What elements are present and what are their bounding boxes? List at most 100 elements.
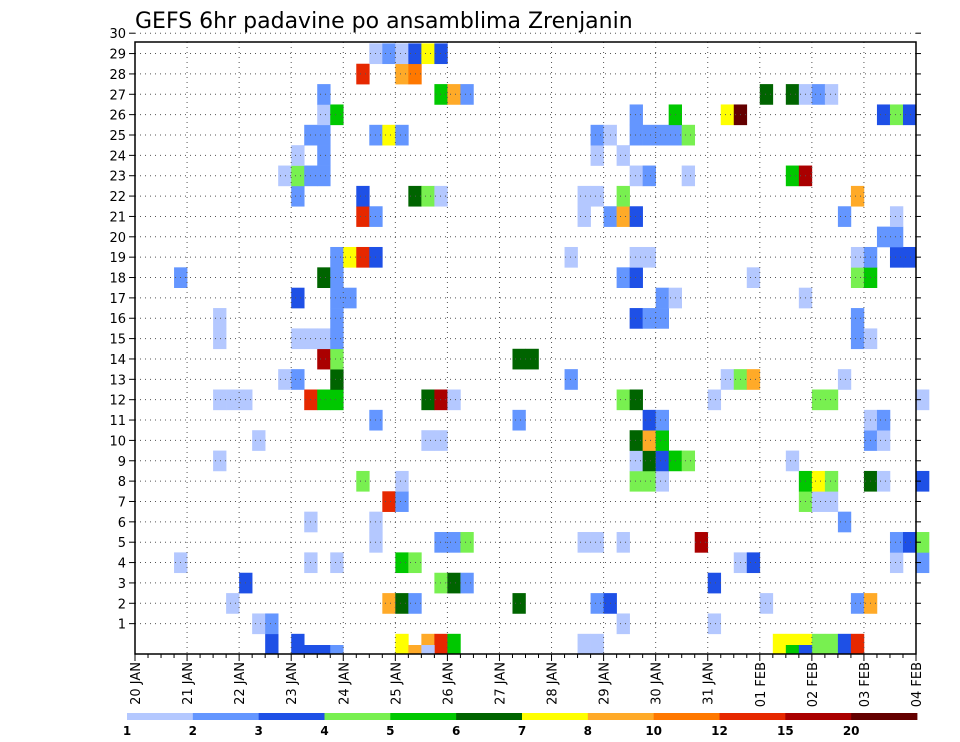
heatmap-cell [291, 165, 305, 187]
heatmap-cell [382, 124, 396, 146]
x-tick-label: 22 JAN [233, 662, 248, 705]
heatmap-cell [382, 491, 396, 512]
heatmap-cells [174, 43, 930, 655]
heatmap-cell [902, 246, 917, 268]
legend-swatch [390, 713, 457, 720]
legend-swatch [719, 713, 786, 720]
heatmap-cell [395, 593, 409, 614]
heatmap-cell [213, 450, 227, 472]
heatmap-cell [317, 124, 331, 146]
heatmap-cell [889, 206, 904, 227]
heatmap-cell [785, 84, 800, 105]
y-tick-label: 3 [118, 577, 126, 592]
heatmap-cell [460, 532, 474, 553]
legend-label: 15 [777, 724, 794, 738]
heatmap-cell [811, 84, 826, 105]
heatmap-cell [916, 389, 930, 411]
heatmap-cell [564, 246, 578, 268]
legend-swatch [192, 713, 260, 720]
heatmap-cell [629, 267, 643, 288]
heatmap-cell [343, 287, 357, 309]
heatmap-cell [317, 389, 331, 411]
heatmap-cell [512, 593, 526, 614]
heatmap-cell [447, 633, 461, 655]
heatmap-cell [655, 409, 669, 431]
y-tick-label: 23 [109, 170, 126, 185]
heatmap-cell [291, 633, 305, 655]
heatmap-cell [642, 450, 656, 472]
y-tick-label: 22 [109, 190, 126, 205]
heatmap-cell [876, 470, 891, 492]
heatmap-cell [629, 246, 643, 268]
heatmap-cell [395, 43, 409, 65]
heatmap-cell [876, 430, 891, 451]
color-legend: 1 2 3 4 5 6 7 8 10 12 15 20 [123, 713, 918, 738]
heatmap-cell [629, 165, 643, 187]
heatmap-cell [642, 470, 656, 492]
heatmap-cell [785, 645, 800, 654]
y-tick-label: 5 [118, 536, 126, 551]
y-tick-label: 18 [109, 272, 126, 287]
legend-label: 7 [518, 724, 526, 738]
legend-swatch [785, 713, 852, 720]
heatmap-cell [850, 593, 865, 614]
heatmap-cell [291, 145, 305, 166]
heatmap-cell [616, 206, 630, 227]
heatmap-cell [824, 491, 839, 512]
heatmap-cell [824, 633, 839, 655]
heatmap-cell [395, 63, 409, 85]
x-tick-label: 31 JAN [702, 662, 717, 705]
heatmap-cell [876, 104, 891, 126]
heatmap-cell [317, 165, 331, 187]
heatmap-cell [525, 348, 539, 370]
y-tick-label: 12 [109, 394, 126, 409]
heatmap-cell [889, 552, 904, 574]
heatmap-cell [916, 532, 930, 553]
y-tick-label: 27 [109, 88, 126, 103]
heatmap-cell [291, 185, 305, 207]
y-tick-label: 8 [118, 475, 126, 490]
heatmap-cell [746, 369, 761, 390]
heatmap-cell [759, 593, 774, 614]
x-tick-label: 26 JAN [441, 662, 456, 705]
heatmap-cell [629, 124, 643, 146]
x-tick-label: 30 JAN [650, 662, 665, 705]
heatmap-cell [642, 124, 656, 146]
y-tick-label: 25 [109, 129, 126, 144]
heatmap-cell [746, 267, 761, 288]
chart-title: GEFS 6hr padavine po ansamblima Zrenjani… [135, 9, 633, 34]
y-tick-label: 29 [109, 48, 126, 63]
heatmap-cell [330, 104, 344, 126]
heatmap-cell [707, 389, 722, 411]
heatmap-cell [434, 185, 448, 207]
x-tick-label: 01 FEB [754, 662, 769, 707]
x-tick-label: 24 JAN [337, 662, 352, 705]
heatmap-cell [291, 287, 305, 309]
heatmap-cell [577, 206, 591, 227]
heatmap-cell [746, 552, 761, 574]
heatmap-cell [655, 470, 669, 492]
heatmap-cell [590, 124, 604, 146]
heatmap-cell [564, 369, 578, 390]
heatmap-cell [811, 470, 826, 492]
heatmap-cell [616, 145, 630, 166]
y-tick-label: 2 [118, 597, 126, 612]
heatmap-cell [720, 369, 735, 390]
plot-area [135, 42, 916, 654]
heatmap-cell [889, 532, 904, 553]
legend-label: 4 [320, 724, 328, 738]
heatmap-cell [512, 409, 526, 431]
heatmap-cell [616, 389, 630, 411]
heatmap-cell [629, 308, 643, 329]
heatmap-cell [902, 532, 917, 553]
heatmap-cell [642, 246, 656, 268]
heatmap-cell [512, 348, 526, 370]
heatmap-cell [590, 593, 604, 614]
heatmap-cell [421, 185, 435, 207]
y-tick-label: 13 [109, 373, 126, 388]
x-tick-label: 28 JAN [546, 662, 561, 705]
heatmap-cell [330, 645, 344, 654]
y-tick-label: 9 [118, 455, 126, 470]
heatmap-cell [629, 104, 643, 126]
heatmap-cell [317, 645, 331, 654]
